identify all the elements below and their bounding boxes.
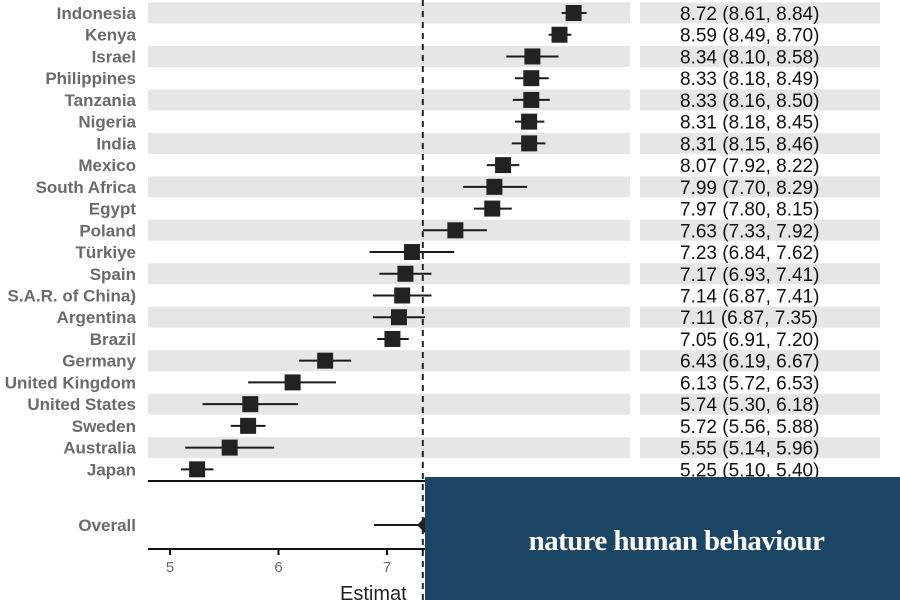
point-estimate xyxy=(189,461,206,478)
point-estimate xyxy=(447,222,464,239)
x-axis-title: Estimat xyxy=(340,583,407,600)
ci-value: 6.13 (5.72, 6.53) xyxy=(680,373,819,394)
row-band xyxy=(640,393,880,415)
ci-value: 8.31 (8.18, 8.45) xyxy=(680,113,819,134)
ci-value: 7.14 (6.87, 7.41) xyxy=(680,286,819,307)
country-label: Mexico xyxy=(78,156,136,175)
ci-value: 8.33 (8.18, 8.49) xyxy=(680,69,819,90)
country-label: Sweden xyxy=(72,417,136,436)
country-label: Germany xyxy=(62,352,136,371)
country-label: United Kingdom xyxy=(5,373,136,392)
ci-value: 7.05 (6.91, 7.20) xyxy=(680,330,819,351)
point-estimate xyxy=(551,26,568,43)
row-band xyxy=(640,350,880,372)
row-band xyxy=(640,219,880,241)
country-label: Argentina xyxy=(57,308,137,327)
row-band xyxy=(148,132,630,154)
country-label: Japan xyxy=(87,460,136,479)
ci-value: 8.33 (8.16, 8.50) xyxy=(680,91,819,112)
x-tick-label: 5 xyxy=(166,559,174,576)
point-estimate xyxy=(403,244,420,261)
point-estimate xyxy=(523,91,540,108)
country-label: India xyxy=(96,134,136,153)
row-band xyxy=(148,45,630,67)
ci-value: 5.25 (5.10, 5.40) xyxy=(680,460,819,481)
point-estimate xyxy=(495,157,512,174)
row-band xyxy=(640,132,880,154)
x-tick-label: 7 xyxy=(383,559,391,576)
point-estimate xyxy=(521,113,538,130)
point-estimate xyxy=(521,135,538,152)
ci-value: 5.72 (5.56, 5.88) xyxy=(680,417,819,438)
point-estimate xyxy=(284,374,301,391)
country-label: Kenya xyxy=(85,26,137,45)
point-estimate xyxy=(524,48,541,65)
ci-value: 7.17 (6.93, 7.41) xyxy=(680,265,819,286)
row-band xyxy=(640,89,880,111)
ci-value: 8.31 (8.15, 8.46) xyxy=(680,134,819,155)
country-label: Israel xyxy=(92,47,136,66)
point-estimate xyxy=(317,352,334,369)
ci-value: 7.63 (7.33, 7.92) xyxy=(680,221,819,242)
row-band xyxy=(148,89,630,111)
country-label: Egypt xyxy=(89,200,137,219)
point-estimate xyxy=(397,265,414,282)
ci-value: 6.43 (6.19, 6.67) xyxy=(680,352,819,373)
ci-value: 7.97 (7.80, 8.15) xyxy=(680,200,819,221)
country-label: Australia xyxy=(63,439,136,458)
ci-value: 7.99 (7.70, 8.29) xyxy=(680,178,819,199)
ci-value: 5.55 (5.14, 5.96) xyxy=(680,439,819,460)
point-estimate xyxy=(394,287,411,304)
country-label: Spain xyxy=(90,265,136,284)
country-label: Philippines xyxy=(45,69,136,88)
row-band xyxy=(148,219,630,241)
point-estimate xyxy=(384,330,401,347)
country-label: S.A.R. of China) xyxy=(8,286,136,305)
row-band xyxy=(640,306,880,328)
country-label: Nigeria xyxy=(78,113,136,132)
row-band xyxy=(640,176,880,198)
point-estimate xyxy=(486,178,503,195)
row-band xyxy=(640,263,880,285)
country-label: Brazil xyxy=(90,330,136,349)
row-band xyxy=(148,350,630,372)
point-estimate xyxy=(565,5,582,21)
point-estimate xyxy=(221,439,238,456)
journal-name: nature human behaviour xyxy=(528,525,825,557)
row-band xyxy=(640,45,880,67)
point-estimate xyxy=(240,417,257,434)
ci-value: 8.34 (8.10, 8.58) xyxy=(680,47,819,68)
row-band xyxy=(148,176,630,198)
point-estimate xyxy=(484,200,501,217)
row-band xyxy=(640,2,880,24)
ci-value: 8.72 (8.61, 8.84) xyxy=(680,4,819,25)
ci-value: 7.11 (6.87, 7.35) xyxy=(680,308,818,329)
row-band xyxy=(148,393,630,415)
country-label: Poland xyxy=(79,221,136,240)
country-label: United States xyxy=(27,395,136,414)
row-band xyxy=(148,437,630,459)
ci-value: 8.07 (7.92, 8.22) xyxy=(680,156,819,177)
point-estimate xyxy=(523,70,540,87)
ci-value: 5.74 (5.30, 6.18) xyxy=(680,395,819,416)
country-label: South Africa xyxy=(36,178,137,197)
overall-label: Overall xyxy=(78,516,136,535)
journal-banner: nature human behaviour xyxy=(425,477,900,600)
row-band xyxy=(640,437,880,459)
row-band xyxy=(148,2,630,24)
point-estimate xyxy=(242,396,259,413)
point-estimate xyxy=(390,309,407,326)
x-tick-label: 6 xyxy=(274,559,282,576)
country-label: Tanzania xyxy=(65,91,137,110)
ci-value: 7.23 (6.84, 7.62) xyxy=(680,243,819,264)
country-label: Türkiye xyxy=(76,243,136,262)
ci-value: 8.59 (8.49, 8.70) xyxy=(680,26,819,47)
country-label: Indonesia xyxy=(57,4,137,23)
